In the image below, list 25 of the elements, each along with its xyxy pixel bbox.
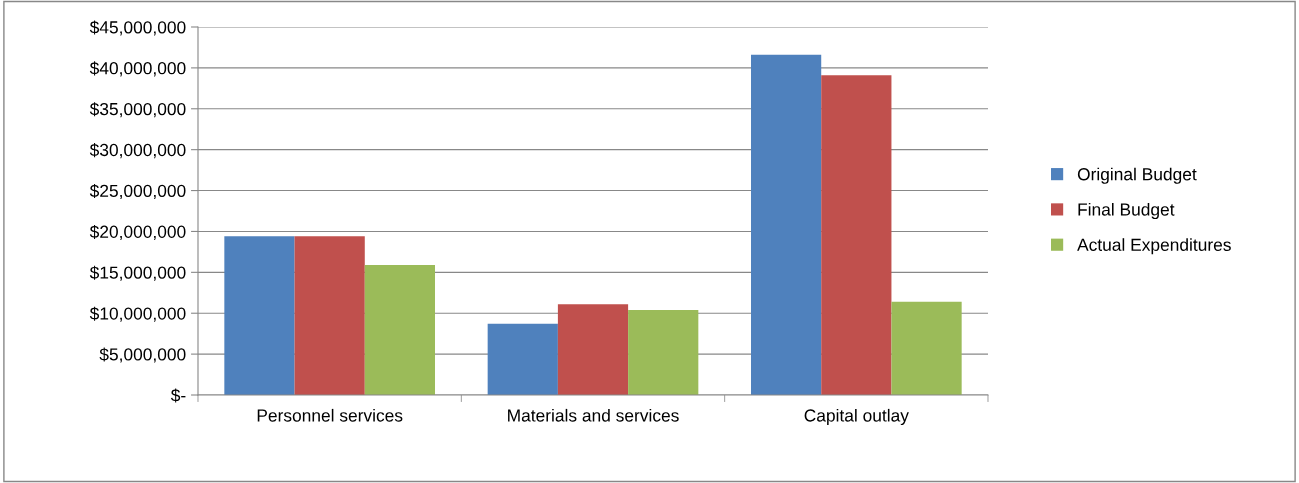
- y-tick-label: $30,000,000: [89, 143, 186, 159]
- bar: [891, 301, 962, 395]
- y-tick-label: $-: [170, 388, 186, 403]
- y-tick-label: $20,000,000: [89, 224, 186, 240]
- bar: [364, 264, 435, 395]
- bar: [751, 54, 822, 395]
- y-tick-label: $40,000,000: [89, 61, 186, 77]
- bar: [557, 304, 629, 395]
- legend-label: Original Budget: [1077, 167, 1197, 184]
- x-tick-label: Capital outlay: [804, 408, 909, 426]
- legend-label: Actual Expenditures: [1077, 238, 1231, 255]
- x-tick-label: Materials and services: [508, 408, 679, 422]
- x-tick-label: Personnel services: [257, 408, 403, 422]
- legend-label: Final Budget: [1078, 202, 1175, 220]
- bar: [628, 309, 699, 395]
- y-tick-label: $45,000,000: [89, 20, 186, 36]
- bar: [821, 75, 892, 395]
- y-tick-label: $25,000,000: [89, 183, 186, 200]
- y-tick-label: $35,000,000: [89, 102, 186, 118]
- bar: [487, 323, 558, 395]
- y-tick-label: $5,000,000: [99, 347, 186, 363]
- y-tick-label: $10,000,000: [89, 306, 186, 322]
- bar: [224, 236, 295, 395]
- bar: [294, 236, 365, 395]
- y-tick-label: $15,000,000: [89, 265, 186, 281]
